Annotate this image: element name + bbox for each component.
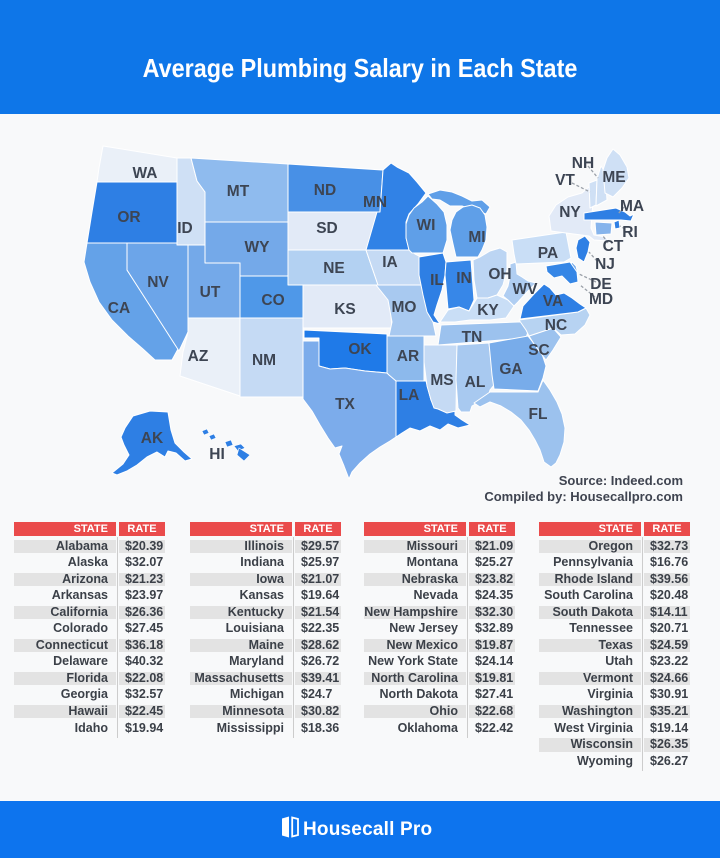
svg-text:MI: MI xyxy=(468,229,485,246)
svg-text:NJ: NJ xyxy=(595,256,615,273)
svg-text:NH: NH xyxy=(572,155,594,172)
svg-text:FL: FL xyxy=(529,406,548,423)
svg-text:AK: AK xyxy=(141,430,164,447)
svg-text:GA: GA xyxy=(499,361,522,378)
svg-text:NY: NY xyxy=(559,204,581,221)
svg-text:OK: OK xyxy=(348,341,372,358)
svg-text:UT: UT xyxy=(200,284,221,301)
svg-text:WA: WA xyxy=(133,165,158,182)
svg-text:AL: AL xyxy=(465,374,486,391)
svg-text:WY: WY xyxy=(245,239,271,256)
svg-text:KS: KS xyxy=(334,301,356,318)
svg-text:OH: OH xyxy=(488,266,511,283)
svg-text:MN: MN xyxy=(363,194,387,211)
svg-text:CA: CA xyxy=(108,300,130,317)
svg-text:LA: LA xyxy=(399,387,420,404)
svg-text:AZ: AZ xyxy=(188,348,209,365)
svg-text:AR: AR xyxy=(397,348,419,365)
svg-text:MS: MS xyxy=(430,372,453,389)
svg-text:SD: SD xyxy=(316,220,338,237)
svg-text:ME: ME xyxy=(602,169,625,186)
svg-text:MO: MO xyxy=(392,299,417,316)
svg-text:TX: TX xyxy=(335,396,355,413)
svg-text:KY: KY xyxy=(477,302,499,319)
svg-text:NM: NM xyxy=(252,352,276,369)
svg-text:ND: ND xyxy=(314,182,336,199)
svg-text:IN: IN xyxy=(456,270,472,287)
svg-text:MT: MT xyxy=(227,183,250,200)
svg-text:WI: WI xyxy=(417,217,436,234)
svg-text:MD: MD xyxy=(589,291,613,308)
svg-text:WV: WV xyxy=(513,281,539,298)
svg-text:NC: NC xyxy=(545,317,567,334)
svg-text:MA: MA xyxy=(620,198,644,215)
svg-text:VT: VT xyxy=(555,172,575,189)
svg-text:RI: RI xyxy=(622,224,638,241)
svg-text:NV: NV xyxy=(147,274,169,291)
svg-text:CT: CT xyxy=(603,238,624,255)
svg-text:HI: HI xyxy=(209,446,225,463)
svg-text:PA: PA xyxy=(538,245,558,262)
svg-text:ID: ID xyxy=(177,220,193,237)
svg-text:TN: TN xyxy=(462,329,483,346)
svg-text:VA: VA xyxy=(543,293,563,310)
svg-text:NE: NE xyxy=(323,260,345,277)
svg-text:SC: SC xyxy=(528,342,550,359)
svg-text:IA: IA xyxy=(382,254,398,271)
svg-text:CO: CO xyxy=(261,292,284,309)
svg-text:DE: DE xyxy=(590,276,612,293)
svg-text:OR: OR xyxy=(117,209,140,226)
svg-text:IL: IL xyxy=(430,272,444,289)
